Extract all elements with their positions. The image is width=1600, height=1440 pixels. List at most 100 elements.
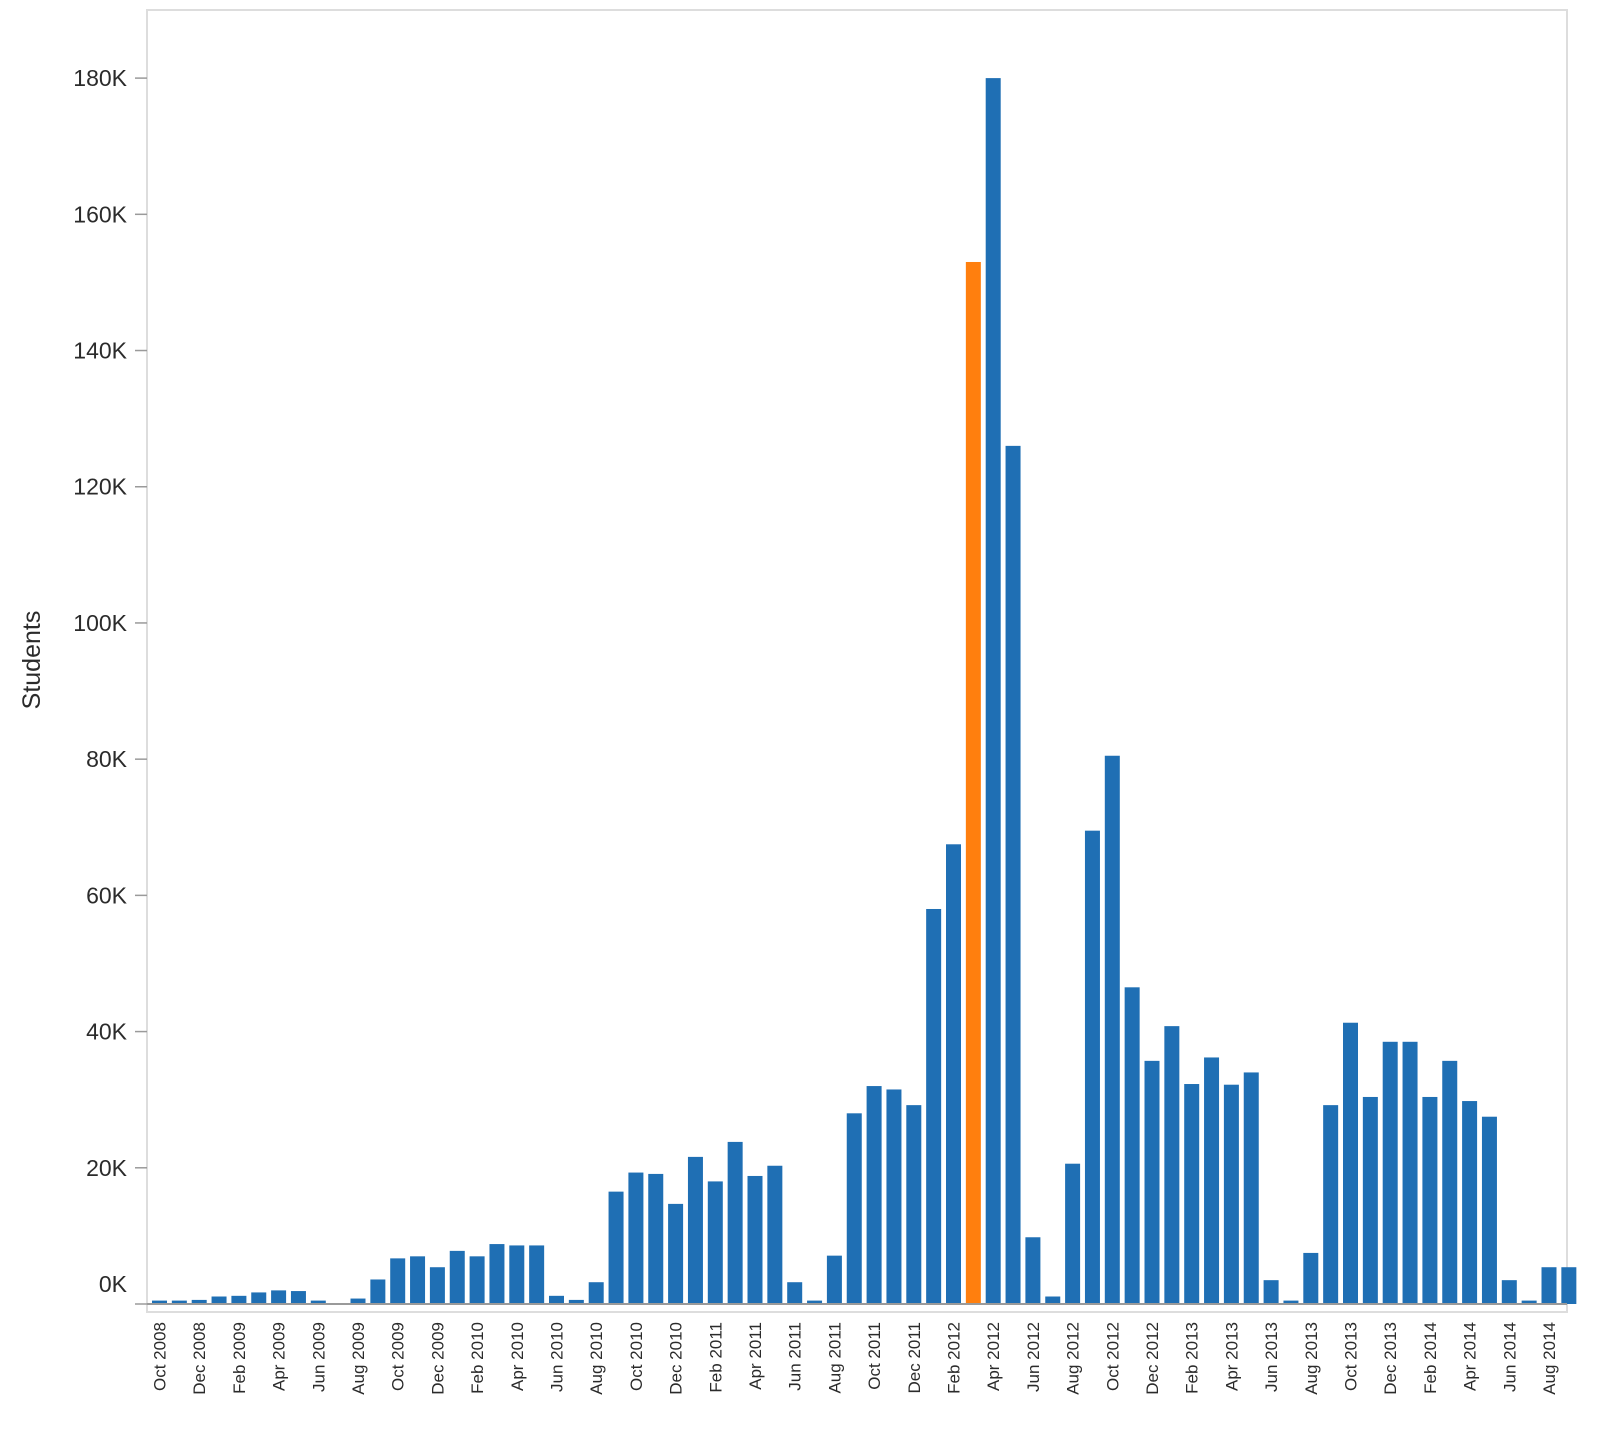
bar — [1164, 1026, 1180, 1304]
bar — [787, 1282, 803, 1304]
bar — [767, 1165, 783, 1304]
bar — [608, 1191, 624, 1304]
x-tick-label: Aug 2009 — [349, 1322, 368, 1395]
x-tick-label: Feb 2009 — [230, 1322, 249, 1394]
y-axis-title: Students — [18, 611, 46, 710]
bar — [1223, 1084, 1239, 1304]
x-tick-label: Dec 2008 — [190, 1322, 209, 1395]
bar — [1442, 1060, 1458, 1304]
x-tick-label: Feb 2014 — [1421, 1322, 1440, 1394]
bar — [648, 1173, 664, 1304]
x-tick-label: Dec 2013 — [1381, 1322, 1400, 1395]
x-tick-label: Feb 2012 — [945, 1322, 964, 1394]
bar — [1045, 1296, 1061, 1304]
bar — [390, 1258, 406, 1304]
bar — [1283, 1300, 1299, 1304]
x-tick-label: Aug 2011 — [825, 1322, 844, 1394]
bar — [251, 1292, 267, 1304]
bar — [290, 1291, 306, 1304]
x-tick-label: Jun 2011 — [786, 1322, 805, 1391]
y-tick-label: 80K — [86, 746, 128, 772]
bar — [807, 1300, 823, 1304]
bar — [946, 844, 961, 1304]
bar — [985, 78, 1001, 1305]
bar — [1501, 1280, 1517, 1304]
bar — [1124, 987, 1140, 1304]
x-tick-label: Oct 2011 — [865, 1322, 884, 1390]
bar — [826, 1255, 842, 1304]
bar — [509, 1245, 525, 1304]
x-tick-label: Feb 2010 — [468, 1322, 487, 1394]
y-tick-label: 140K — [73, 338, 127, 364]
y-tick-label: 180K — [73, 65, 127, 91]
x-tick-label: Aug 2012 — [1064, 1322, 1083, 1395]
bar — [1323, 1105, 1339, 1304]
bar — [668, 1203, 684, 1304]
bar — [1263, 1280, 1279, 1304]
bar — [231, 1295, 247, 1304]
x-tick-label: Aug 2013 — [1302, 1322, 1321, 1395]
bar — [469, 1256, 485, 1304]
bars — [152, 78, 1577, 1305]
bar — [1144, 1060, 1160, 1304]
y-tick-label: 160K — [73, 201, 127, 227]
bar — [489, 1244, 505, 1304]
bar — [1184, 1084, 1200, 1304]
bar — [628, 1172, 644, 1304]
bar — [588, 1282, 604, 1304]
x-tick-label: Aug 2010 — [587, 1322, 606, 1395]
y-tick-label: 60K — [86, 882, 128, 908]
bar — [1521, 1300, 1537, 1304]
y-tick-label: 100K — [73, 610, 127, 636]
plot-frame — [146, 9, 1568, 1313]
x-tick-label: Jun 2010 — [548, 1322, 567, 1392]
bar — [747, 1175, 763, 1304]
x-tick-label: Dec 2011 — [905, 1322, 924, 1394]
bar — [846, 1113, 862, 1304]
bar — [410, 1256, 426, 1304]
bar-highlighted — [965, 261, 981, 1304]
bar — [191, 1299, 207, 1304]
bar — [1303, 1252, 1319, 1304]
bar — [1422, 1096, 1438, 1304]
bar — [1402, 1041, 1418, 1304]
x-tick-label: Jun 2013 — [1262, 1322, 1281, 1392]
bar — [449, 1250, 465, 1304]
x-tick-label: Feb 2011 — [706, 1322, 725, 1393]
bar — [370, 1279, 386, 1304]
bar — [1382, 1041, 1398, 1304]
bar — [271, 1290, 287, 1304]
bar — [906, 1105, 922, 1304]
bar — [1104, 755, 1120, 1304]
x-tick-label: Oct 2008 — [151, 1322, 170, 1391]
bar — [1025, 1237, 1041, 1304]
bar — [1481, 1116, 1497, 1304]
bar — [529, 1245, 545, 1304]
bar — [1462, 1101, 1478, 1304]
bar — [1243, 1072, 1259, 1304]
x-tick-label: Dec 2010 — [667, 1322, 686, 1395]
bar — [350, 1298, 366, 1304]
bar — [152, 1300, 167, 1304]
bar — [1561, 1267, 1577, 1304]
bar — [1541, 1267, 1557, 1304]
y-tick-label: 120K — [73, 474, 127, 500]
bar — [549, 1295, 564, 1304]
bar — [568, 1299, 584, 1304]
bar — [687, 1156, 703, 1304]
x-tick-label: Oct 2009 — [389, 1322, 408, 1391]
x-tick-label: Jun 2014 — [1500, 1322, 1519, 1392]
bar — [171, 1300, 187, 1304]
x-tick-label: Dec 2009 — [428, 1322, 447, 1395]
bar — [866, 1086, 882, 1304]
x-tick-label: Apr 2014 — [1461, 1322, 1480, 1391]
x-tick-label: Jun 2012 — [1024, 1322, 1043, 1392]
x-tick-label: Oct 2013 — [1342, 1322, 1361, 1391]
bar — [1065, 1163, 1081, 1304]
y-axis: 0K 20K 40K 60K 80K 100K 120K 140K 160K 180K — [73, 65, 147, 1305]
bar — [727, 1141, 743, 1304]
bar — [1005, 445, 1021, 1304]
bar — [707, 1181, 723, 1304]
bar — [1343, 1022, 1358, 1304]
